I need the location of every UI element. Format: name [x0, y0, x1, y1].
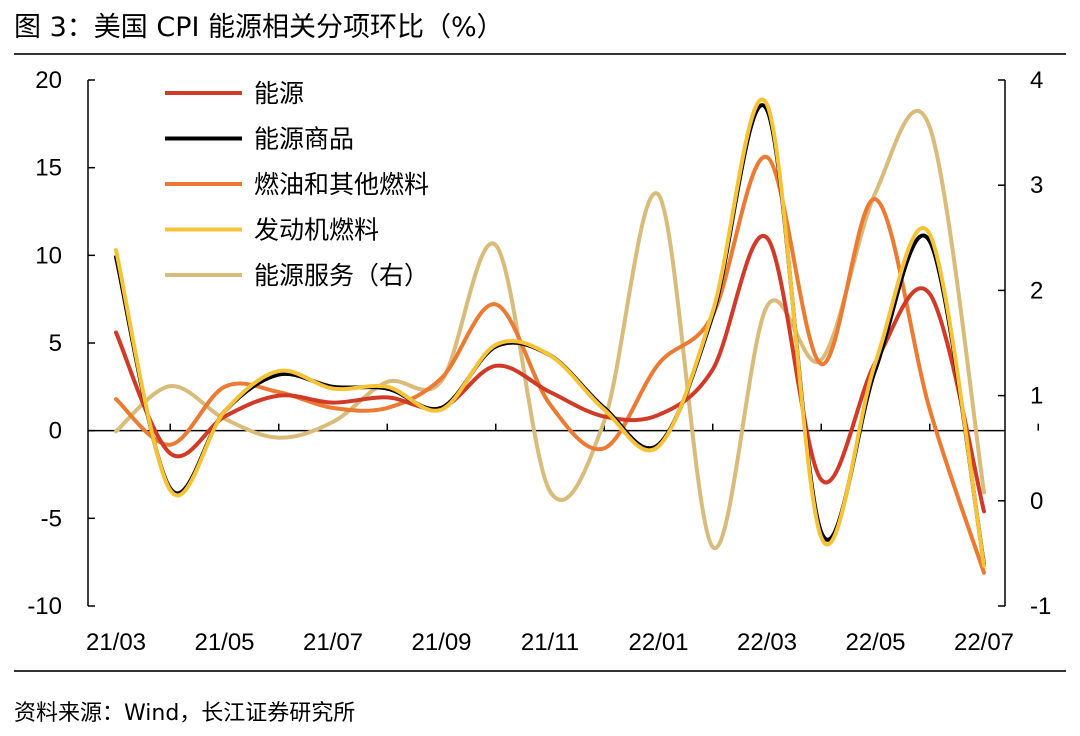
x-tick-label: 21/11 [521, 629, 579, 656]
chart-series [114, 97, 986, 575]
right-tick-label: -1 [1030, 593, 1051, 620]
title-rule [14, 53, 1066, 55]
right-tick-label: 4 [1030, 67, 1043, 94]
x-tick-label: 22/07 [954, 629, 1014, 656]
series-fuel-oil-line [114, 155, 986, 575]
series-motor-fuel-line [114, 97, 986, 568]
x-tick-label: 22/01 [628, 629, 688, 656]
left-tick-label: -10 [27, 593, 62, 620]
left-tick-label: 0 [49, 418, 62, 445]
right-tick-label: 3 [1030, 172, 1043, 199]
left-tick-label: 15 [35, 155, 62, 182]
series-energy-goods-line [114, 103, 986, 566]
x-tick-label: 22/05 [845, 629, 905, 656]
right-tick-label: 2 [1030, 277, 1043, 304]
figure-title: 图 3：美国 CPI 能源相关分项环比（%） [14, 12, 504, 43]
legend-motor-fuel-label: 发动机燃料 [254, 216, 379, 245]
figure-source: 资料来源：Wind，长江证券研究所 [14, 701, 356, 726]
x-tick-label: 21/03 [86, 629, 146, 656]
x-tick-label: 22/03 [737, 629, 797, 656]
right-tick-label: 0 [1030, 488, 1043, 515]
x-tick-label: 21/07 [303, 629, 363, 656]
left-tick-label: 5 [49, 330, 62, 357]
x-tick-label: 21/09 [411, 629, 471, 656]
left-tick-label: -5 [41, 505, 62, 532]
source-rule [14, 670, 1066, 672]
x-tick-label: 21/05 [194, 629, 254, 656]
left-tick-label: 20 [35, 67, 62, 94]
series-energy-line [114, 233, 986, 514]
series-energy-services-line [114, 109, 986, 550]
legend-energy-goods-label: 能源商品 [254, 125, 354, 154]
legend-fuel-oil-label: 燃油和其他燃料 [254, 170, 429, 199]
right-tick-label: 1 [1030, 383, 1043, 410]
legend-energy-services-label: 能源服务（右） [254, 261, 429, 290]
left-tick-label: 10 [35, 242, 62, 269]
legend-energy-label: 能源 [254, 79, 304, 108]
